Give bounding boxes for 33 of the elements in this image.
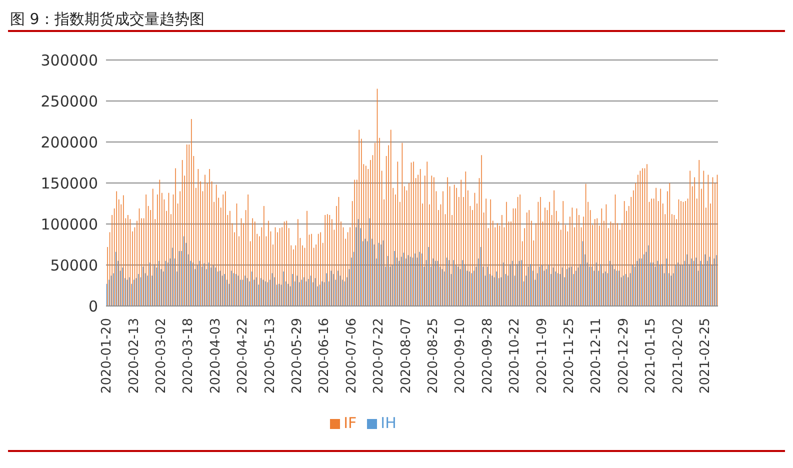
y-tick-label: 200000 [40, 133, 98, 152]
x-tick-label: 2021-01-15 [644, 318, 659, 394]
y-tick-label: 0 [88, 297, 98, 316]
x-tick-label: 2020-12-11 [589, 318, 604, 394]
x-tick-label: 2020-05-29 [290, 318, 306, 394]
y-tick-label: 150000 [40, 174, 98, 192]
x-tick-label: 2021-02-02 [670, 318, 686, 394]
x-tick-label: 2020-11-09 [534, 318, 550, 394]
x-tick-label: 2020-01-20 [100, 318, 115, 394]
x-tick-label: 2020-08-07 [398, 318, 414, 394]
x-tick-label: 2020-08-25 [426, 318, 442, 394]
legend-label: IF [344, 414, 357, 432]
x-tick-label: 2020-07-06 [344, 318, 360, 394]
x-tick-label: 2020-02-13 [126, 318, 142, 394]
x-tick-label: 2020-12-29 [616, 318, 632, 394]
chart-title: 图 9：指数期货成交量趋势图 [9, 9, 206, 30]
x-tick-label: 2020-10-22 [508, 318, 523, 394]
y-tick-label: 50000 [50, 256, 98, 274]
x-tick-label: 2020-04-22 [236, 318, 251, 394]
x-tick-label: 2020-05-13 [262, 318, 278, 394]
x-tick-label: 2020-09-10 [453, 318, 468, 394]
x-tick-label: 2020-07-22 [372, 318, 387, 394]
x-tick-label: 2021-02-25 [698, 318, 714, 394]
x-tick-label: 2020-06-16 [317, 318, 332, 394]
legend-label: IH [380, 414, 396, 432]
x-tick-label: 2020-03-18 [181, 318, 196, 394]
x-tick-label: 2020-11-25 [562, 318, 578, 394]
x-tick-label: 2020-03-02 [154, 318, 170, 394]
y-tick-label: 300000 [40, 51, 98, 70]
y-tick-label: 250000 [40, 92, 98, 110]
x-tick-label: 2020-09-28 [480, 318, 496, 394]
y-tick-label: 100000 [40, 215, 98, 234]
x-tick-label: 2020-04-03 [208, 318, 224, 394]
